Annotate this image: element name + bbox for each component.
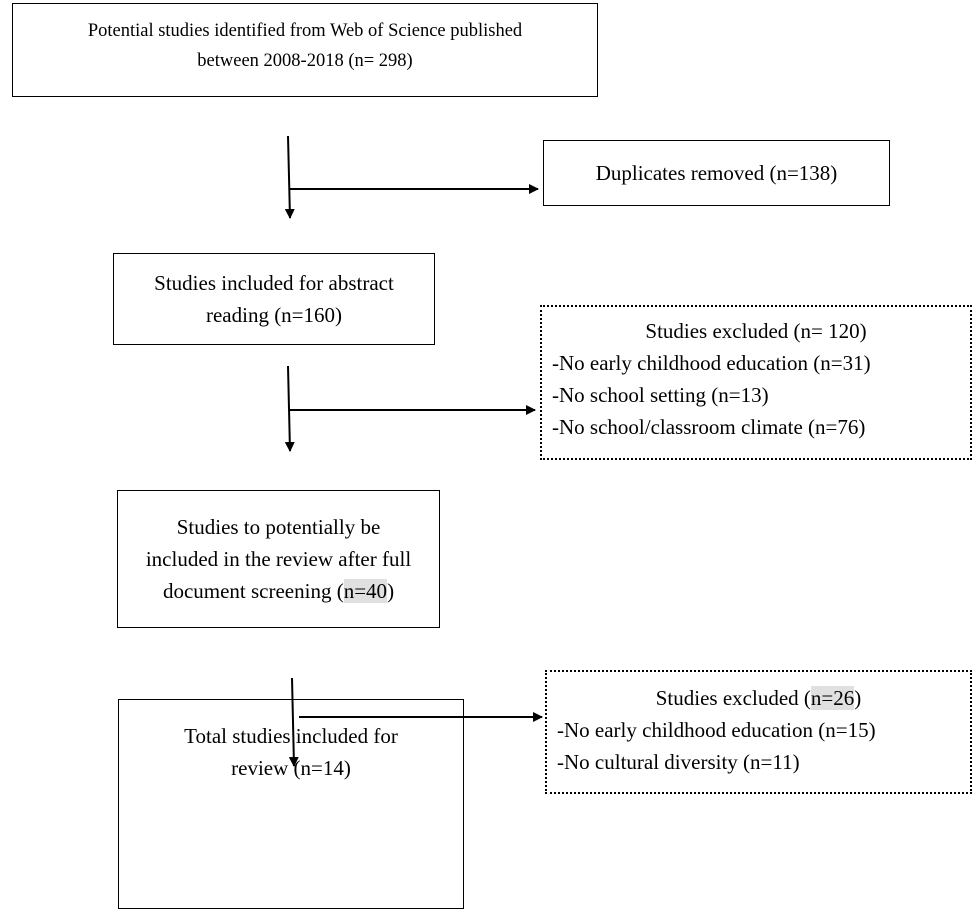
- duplicates-text: Duplicates removed (n=138): [595, 161, 838, 185]
- excluded1-title: Studies excluded (n= 120): [645, 319, 867, 343]
- abstract-reading-box: Studies included for abstract reading (n…: [113, 253, 435, 345]
- fulltext-count-highlight: n=40: [343, 579, 388, 603]
- excluded-after-abstract-box: Studies excluded (n= 120) -No early chil…: [540, 305, 972, 460]
- excluded2-item: -No cultural diversity (n=11): [557, 750, 800, 774]
- fulltext-line-3-suffix: ): [387, 579, 395, 603]
- excluded2-count-highlight: n=26: [810, 686, 855, 710]
- down-arrow-1: [284, 135, 295, 219]
- identified-line-2: between 2008-2018 (n= 298): [197, 51, 413, 71]
- full-text-screening-box: Studies to potentially be included in th…: [117, 490, 440, 628]
- abstract-line-1: Studies included for abstract: [154, 271, 394, 295]
- duplicates-removed-box: Duplicates removed (n=138): [543, 140, 890, 206]
- fulltext-line-3-prefix: document screening (: [162, 579, 344, 603]
- fulltext-line-3: document screening (n=40): [163, 575, 394, 607]
- excluded2-title-prefix: Studies excluded (: [655, 686, 811, 710]
- down-arrow-2: [284, 365, 295, 452]
- fulltext-line-2: included in the review after full: [145, 547, 412, 571]
- included-line-1: Total studies included for: [184, 724, 398, 748]
- identified-studies-box: Potential studies identified from Web of…: [12, 3, 598, 97]
- excluded2-title: Studies excluded (n=26): [547, 682, 970, 714]
- down-arrow-3: [288, 677, 299, 767]
- excluded1-item: -No school setting (n=13): [552, 383, 769, 407]
- excluded2-item: -No early childhood education (n=15): [557, 718, 876, 742]
- excluded-after-fulltext-box: Studies excluded (n=26) -No early childh…: [545, 670, 972, 794]
- excluded2-title-suffix: ): [854, 686, 862, 710]
- fulltext-line-1: Studies to potentially be: [176, 515, 381, 539]
- excluded1-item: -No early childhood education (n=31): [552, 351, 871, 375]
- abstract-line-2: reading (n=160): [205, 303, 343, 327]
- identified-line-1: Potential studies identified from Web of…: [87, 21, 523, 41]
- total-included-box: Total studies included for review (n=14): [118, 699, 464, 909]
- excluded1-item: -No school/classroom climate (n=76): [552, 415, 866, 439]
